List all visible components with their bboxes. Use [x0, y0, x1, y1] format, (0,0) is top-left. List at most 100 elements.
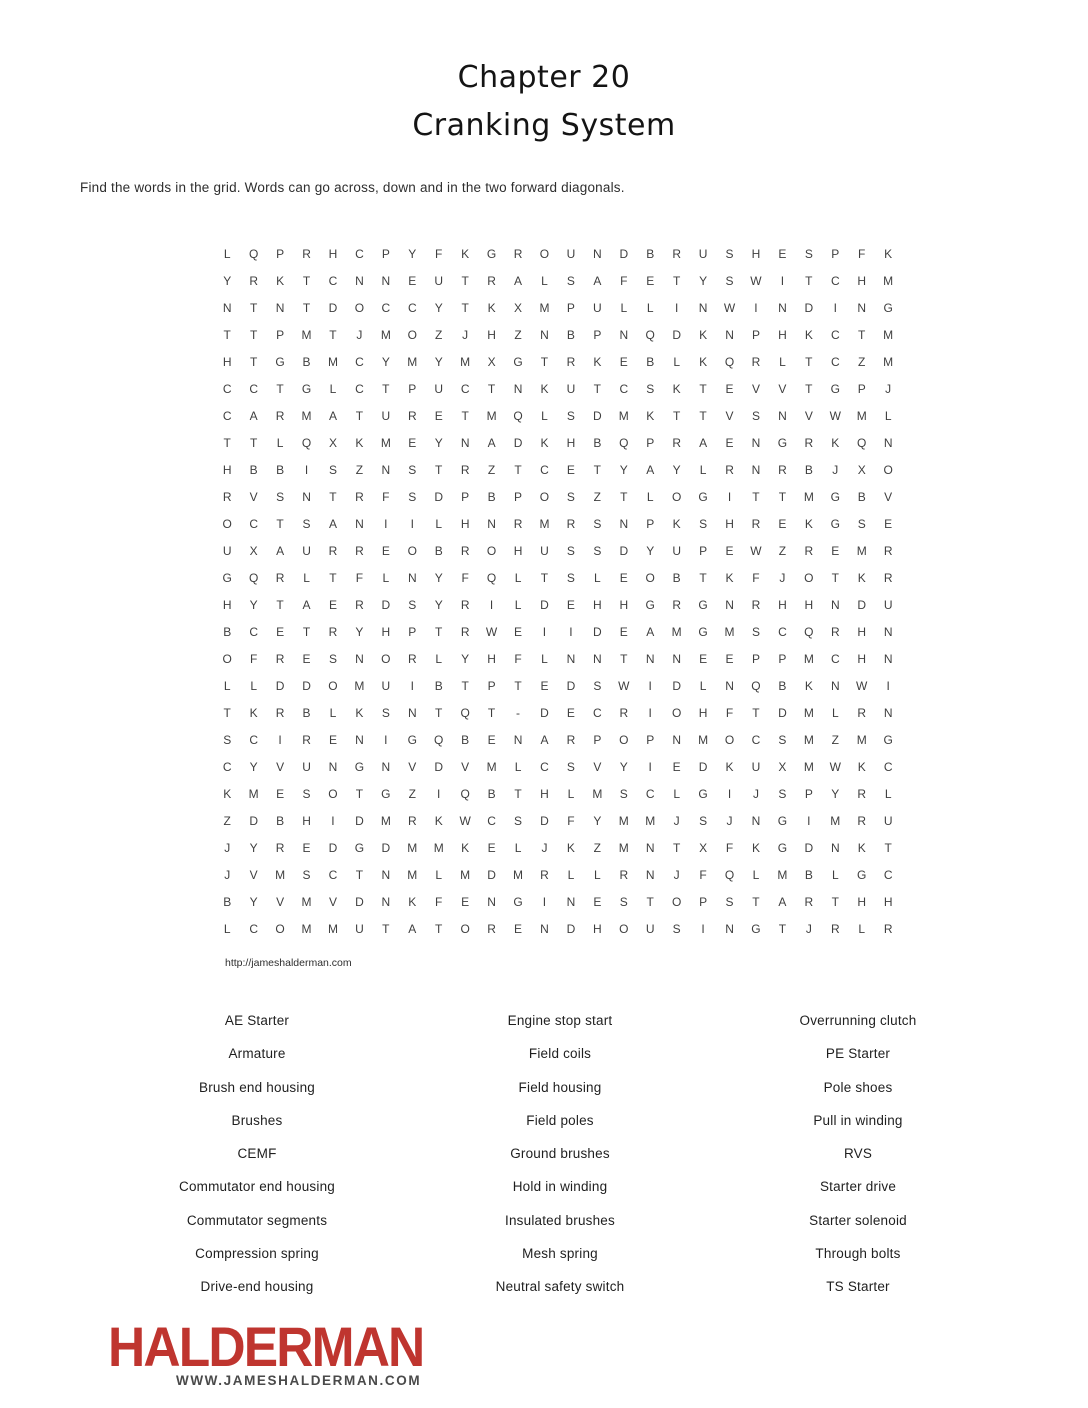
grid-letter: B	[223, 624, 232, 639]
grid-letter: T	[276, 381, 284, 396]
grid-letter: M	[856, 543, 867, 558]
grid-letter: P	[751, 651, 760, 666]
grid-letter: K	[355, 705, 364, 720]
grid-letter: R	[275, 840, 285, 855]
grid-letter: H	[857, 894, 867, 909]
grid-letter: D	[566, 921, 576, 936]
grid-letter: B	[804, 462, 813, 477]
grid-letter: U	[593, 300, 602, 315]
grid-letter: W	[750, 543, 762, 558]
grid-letter: S	[381, 705, 390, 720]
grid-letter: Z	[223, 813, 231, 828]
grid-letter: D	[672, 678, 681, 693]
grid-letter: R	[328, 624, 338, 639]
grid-letter: E	[302, 840, 311, 855]
grid-letter: R	[407, 813, 417, 828]
grid-letter: C	[830, 273, 840, 288]
grid-letter: J	[356, 327, 363, 342]
grid-letter: T	[831, 570, 839, 585]
grid-letter: S	[699, 516, 708, 531]
grid-letter: D	[540, 597, 549, 612]
grid-letter: E	[408, 273, 417, 288]
grid-letter: Q	[460, 705, 470, 720]
grid-letter: V	[408, 759, 417, 774]
grid-letter: K	[857, 759, 866, 774]
grid-letter: B	[593, 435, 602, 450]
grid-letter: J	[673, 867, 680, 882]
grid-letter: H	[778, 327, 787, 342]
grid-letter: T	[355, 786, 364, 801]
grid-letter: V	[276, 894, 285, 909]
grid-letter: C	[249, 921, 258, 936]
grid-letter: T	[805, 354, 813, 369]
grid-letter: N	[725, 597, 734, 612]
word-item: Drive-end housing	[200, 1279, 314, 1295]
grid-letter: R	[222, 489, 232, 504]
grid-letter: M	[301, 327, 312, 342]
grid-letter: K	[566, 840, 575, 855]
grid-letter: S	[646, 381, 655, 396]
grid-letter: I	[886, 678, 890, 693]
grid-letter: E	[593, 894, 602, 909]
grid-letter: L	[250, 678, 257, 693]
grid-letter: P	[408, 624, 417, 639]
grid-letter: W	[723, 300, 736, 315]
grid-letter: I	[569, 624, 573, 639]
grid-letter: O	[222, 516, 232, 531]
grid-letter: K	[461, 246, 470, 261]
word-item: Starter solenoid	[809, 1212, 907, 1228]
grid-letter: L	[646, 300, 654, 315]
grid-letter: E	[408, 435, 417, 450]
grid-letter: X	[857, 462, 866, 477]
grid-letter: J	[224, 840, 231, 855]
grid-letter: R	[275, 705, 285, 720]
grid-letter: T	[778, 489, 787, 504]
grid-letter: I	[410, 678, 414, 693]
grid-letter: N	[751, 813, 761, 828]
grid-letter: T	[672, 273, 681, 288]
grid-letter: B	[857, 489, 866, 504]
grid-letter: P	[381, 246, 390, 261]
grid-letter: W	[459, 813, 471, 828]
grid-letter: L	[435, 516, 443, 531]
grid-letter: E	[831, 543, 840, 558]
grid-letter: Z	[858, 354, 866, 369]
grid-letter: C	[487, 813, 496, 828]
grid-letter: D	[804, 840, 814, 855]
grid-letter: D	[355, 894, 364, 909]
grid-letter: B	[646, 354, 655, 369]
grid-letter: S	[408, 462, 417, 477]
grid-letter: L	[514, 759, 522, 774]
grid-letter: G	[777, 840, 788, 855]
grid-letter: M	[856, 408, 867, 423]
grid-letter: S	[566, 570, 575, 585]
grid-letter: K	[804, 516, 813, 531]
grid-letter: Q	[486, 570, 497, 585]
grid-letter: D	[540, 705, 549, 720]
grid-letter: B	[461, 732, 470, 747]
grid-letter: B	[487, 489, 496, 504]
grid-letter: M	[803, 759, 814, 774]
grid-letter: E	[566, 462, 575, 477]
grid-letter: N	[883, 435, 893, 450]
grid-letter: S	[514, 813, 523, 828]
grid-letter: K	[461, 840, 470, 855]
grid-letter: G	[354, 840, 365, 855]
grid-letter: L	[541, 651, 548, 666]
grid-letter: G	[883, 300, 893, 315]
grid-letter: T	[302, 300, 311, 315]
grid-letter: F	[725, 705, 734, 720]
grid-letter: M	[513, 867, 524, 882]
grid-letter: G	[883, 732, 893, 747]
grid-letter: M	[671, 624, 682, 639]
grid-letter: V	[725, 408, 734, 423]
grid-letter: G	[301, 381, 312, 396]
grid-letter: C	[249, 381, 258, 396]
word-item: TS Starter	[826, 1279, 890, 1295]
logo-subtext: WWW.JAMESHALDERMAN.COM	[176, 1373, 422, 1388]
grid-letter: R	[302, 732, 311, 747]
grid-letter: Q	[751, 678, 761, 693]
grid-letter: P	[461, 489, 470, 504]
grid-letter: T	[540, 354, 549, 369]
grid-letter: N	[883, 705, 893, 720]
